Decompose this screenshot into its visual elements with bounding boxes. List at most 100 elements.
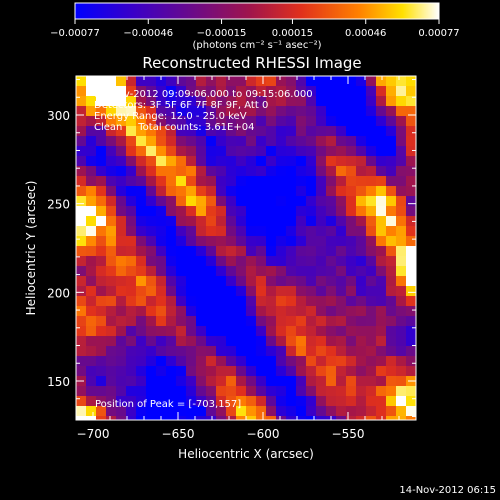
heatmap-cell xyxy=(96,116,107,127)
heatmap-cell xyxy=(266,86,277,97)
heatmap-cell xyxy=(296,406,307,417)
heatmap-cell xyxy=(216,356,227,367)
heatmap-cell xyxy=(346,166,357,177)
y-tick-label: 150 xyxy=(47,375,70,389)
heatmap-cell xyxy=(136,386,147,397)
heatmap-cell xyxy=(166,396,177,407)
heatmap-cell xyxy=(166,186,177,197)
heatmap-cell xyxy=(226,316,237,327)
heatmap-cell xyxy=(356,76,367,87)
heatmap-cell xyxy=(316,96,327,107)
heatmap-cell xyxy=(96,286,107,297)
heatmap-cell xyxy=(176,156,187,167)
y-tick-label: 200 xyxy=(47,286,70,300)
heatmap-cell xyxy=(226,156,237,167)
heatmap-cell xyxy=(296,286,307,297)
heatmap-cell xyxy=(106,296,117,307)
heatmap-cell xyxy=(296,226,307,237)
heatmap-cell xyxy=(186,246,197,257)
heatmap-cell xyxy=(96,246,107,257)
heatmap-cell xyxy=(316,246,327,257)
heatmap-cell xyxy=(256,116,267,127)
heatmap-cell xyxy=(156,356,167,367)
heatmap-cell xyxy=(376,336,387,347)
heatmap-cell xyxy=(396,216,407,227)
heatmap-cell xyxy=(356,416,367,420)
heatmap-cell xyxy=(146,166,157,177)
heatmap-cell xyxy=(216,326,227,337)
heatmap-cell xyxy=(176,346,187,357)
heatmap-cell xyxy=(96,316,107,327)
heatmap-cell xyxy=(306,386,317,397)
heatmap-cell xyxy=(126,136,137,147)
heatmap-cell xyxy=(146,106,157,117)
heatmap-cell xyxy=(286,126,297,137)
heatmap-cell xyxy=(156,326,167,337)
heatmap-cell xyxy=(176,386,187,397)
heatmap-cell xyxy=(166,166,177,177)
heatmap-cell xyxy=(176,206,187,217)
heatmap-cell xyxy=(366,386,377,397)
heatmap-cell xyxy=(96,136,107,147)
heatmap-cell xyxy=(186,416,197,420)
heatmap-cell xyxy=(206,76,217,87)
heatmap-cell xyxy=(106,246,117,257)
heatmap-cell xyxy=(306,286,317,297)
heatmap-cell xyxy=(146,196,157,207)
heatmap-cell xyxy=(276,136,287,147)
heatmap-cell xyxy=(246,246,257,257)
heatmap-cell xyxy=(136,356,147,367)
heatmap-cell xyxy=(286,206,297,217)
heatmap-cell xyxy=(396,346,407,357)
heatmap-cell xyxy=(256,356,267,367)
heatmap-cell xyxy=(116,386,127,397)
heatmap-cell xyxy=(116,366,127,377)
heatmap-cell xyxy=(236,176,247,187)
heatmap-cell xyxy=(226,276,237,287)
heatmap-cell xyxy=(386,336,397,347)
heatmap-cell xyxy=(276,306,287,317)
heatmap-cell xyxy=(166,376,177,387)
heatmap-cell xyxy=(96,196,107,207)
heatmap-cell xyxy=(126,266,137,277)
heatmap-cell xyxy=(386,166,397,177)
heatmap-cell xyxy=(76,346,87,357)
heatmap-cell xyxy=(216,346,227,357)
heatmap-cell xyxy=(346,326,357,337)
heatmap-cell xyxy=(136,366,147,377)
heatmap-cell xyxy=(196,116,207,127)
heatmap-cell xyxy=(116,266,127,277)
heatmap-cell xyxy=(406,406,416,417)
heatmap-cell xyxy=(116,126,127,137)
heatmap-cell xyxy=(366,176,377,187)
heatmap-cell xyxy=(176,316,187,327)
heatmap-cell xyxy=(386,256,397,267)
heatmap-cell xyxy=(386,96,397,107)
heatmap-cell xyxy=(76,266,87,277)
heatmap-cell xyxy=(336,356,347,367)
heatmap-cell xyxy=(76,306,87,317)
heatmap-cell xyxy=(96,416,107,420)
heatmap-cell xyxy=(276,356,287,367)
heatmap-cell xyxy=(96,406,107,417)
heatmap-cell xyxy=(326,236,337,247)
heatmap-cell xyxy=(356,346,367,357)
heatmap-cell xyxy=(246,266,257,277)
heatmap-cell xyxy=(156,206,167,217)
heatmap-cell xyxy=(156,86,167,97)
heatmap-cell xyxy=(256,316,267,327)
heatmap-cell xyxy=(316,286,327,297)
heatmap-cell xyxy=(126,256,137,267)
heatmap-cell xyxy=(196,196,207,207)
heatmap-cell xyxy=(376,96,387,107)
heatmap-cell xyxy=(296,156,307,167)
heatmap-cell xyxy=(236,226,247,237)
heatmap-cell xyxy=(116,376,127,387)
heatmap-cell xyxy=(146,96,157,107)
heatmap-cell xyxy=(406,396,416,407)
heatmap-cell xyxy=(366,296,377,307)
heatmap-cell xyxy=(316,76,327,87)
heatmap-cell xyxy=(306,206,317,217)
heatmap-cell xyxy=(376,196,387,207)
heatmap-cell xyxy=(176,176,187,187)
